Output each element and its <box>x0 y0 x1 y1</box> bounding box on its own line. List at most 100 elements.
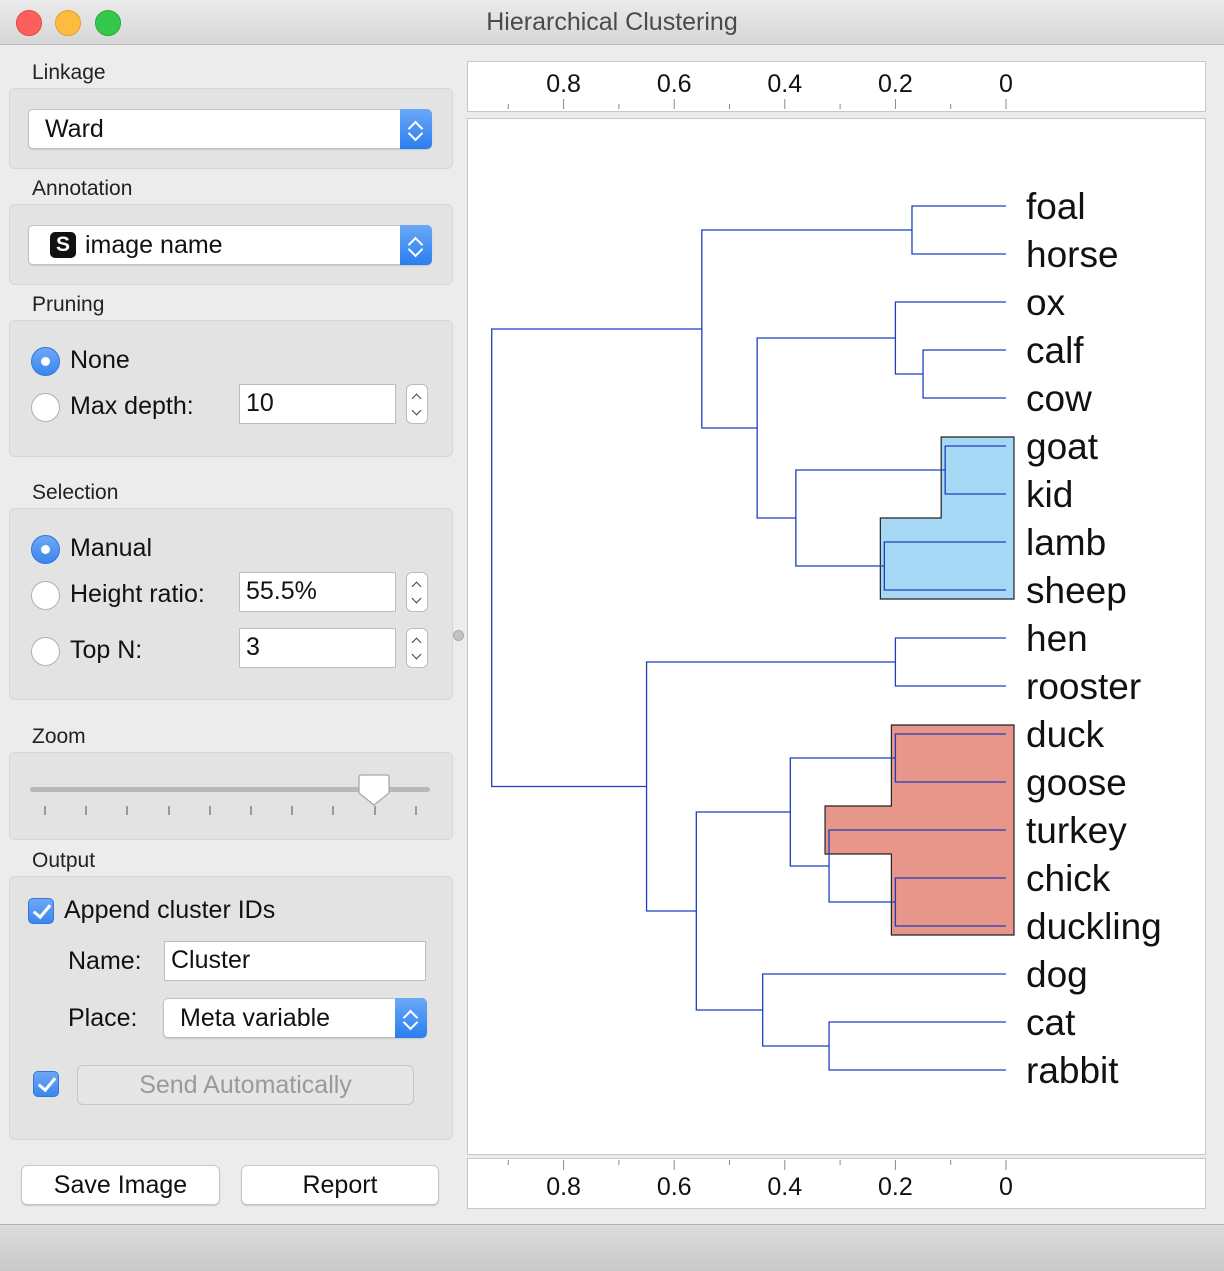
annotation-combo[interactable]: S image name <box>28 225 432 265</box>
leaf-label-turkey[interactable]: turkey <box>1026 810 1127 851</box>
chevron-up-down-icon <box>400 109 432 149</box>
axis-tick-label: 0.4 <box>767 1173 802 1201</box>
auto-send-checkbox[interactable] <box>33 1071 59 1097</box>
leaf-label-hen[interactable]: hen <box>1026 618 1088 659</box>
dendrogram-link[interactable] <box>894 637 1006 687</box>
zoom-slider-tick <box>373 806 376 815</box>
pruning-max-depth-label: Max depth: <box>70 392 194 420</box>
leaf-label-chick[interactable]: chick <box>1026 858 1111 899</box>
title-bar: Hierarchical Clustering <box>0 0 1224 45</box>
dendrogram-link[interactable] <box>911 205 1006 255</box>
leaf-label-rabbit[interactable]: rabbit <box>1026 1050 1119 1091</box>
pruning-label: Pruning <box>32 293 105 316</box>
zoom-slider-tick <box>208 806 211 815</box>
splitter-handle[interactable] <box>453 630 464 641</box>
selection-top-n-label: Top N: <box>70 636 143 664</box>
dendrogram-link[interactable] <box>756 337 896 519</box>
zoom-slider-tick <box>250 806 252 815</box>
dendrogram-link[interactable] <box>894 733 1006 783</box>
axis-tick-label: 0.8 <box>546 70 581 98</box>
leaf-label-duckling[interactable]: duckling <box>1026 906 1162 947</box>
pruning-none-radio[interactable] <box>31 347 60 376</box>
leaf-label-dog[interactable]: dog <box>1026 954 1088 995</box>
annotation-box: S image name <box>9 204 453 285</box>
selection-height-ratio-radio[interactable] <box>31 581 60 610</box>
place-value: Meta variable <box>180 1004 331 1032</box>
selection-label: Selection <box>32 481 119 504</box>
place-label: Place: <box>68 1004 138 1032</box>
height-ratio-stepper[interactable] <box>406 572 428 612</box>
zoom-slider-track[interactable] <box>30 787 430 792</box>
chevron-up-down-icon <box>400 225 432 265</box>
axis-tick-label: 0.8 <box>546 1173 581 1201</box>
leaf-label-rooster[interactable]: rooster <box>1026 666 1141 707</box>
top-n-input[interactable]: 3 <box>239 628 396 668</box>
bottom-axis-panel: 0.8 0.6 0.4 0.2 0 <box>467 1158 1206 1209</box>
leaf-label-ox[interactable]: ox <box>1026 282 1066 323</box>
height-ratio-input[interactable]: 55.5% <box>239 572 396 612</box>
leaf-label-calf[interactable]: calf <box>1026 330 1084 371</box>
bottom-axis: 0.8 0.6 0.4 0.2 0 <box>507 1160 1013 1201</box>
dendrogram-link[interactable] <box>883 541 1006 591</box>
dendrogram-link[interactable] <box>762 973 1006 1047</box>
axis-tick-label: 0.2 <box>878 1173 913 1201</box>
selected-cluster-region[interactable] <box>879 436 1015 600</box>
leaf-label-goose[interactable]: goose <box>1026 762 1127 803</box>
zoom-slider-tick <box>291 806 294 815</box>
pruning-max-depth-radio[interactable] <box>31 393 60 422</box>
zoom-slider-thumb[interactable] <box>358 773 390 807</box>
leaf-label-foal[interactable]: foal <box>1026 186 1086 227</box>
dendrogram-link[interactable] <box>701 229 912 429</box>
annotation-value: image name <box>85 231 223 259</box>
chevron-up-down-icon <box>395 998 427 1038</box>
axis-tick-label: 0.6 <box>657 70 692 98</box>
zoom-label: Zoom <box>32 725 86 748</box>
zoom-slider-tick <box>332 806 335 815</box>
selection-top-n-radio[interactable] <box>31 637 60 666</box>
window-title: Hierarchical Clustering <box>486 8 738 36</box>
leaf-label-duck[interactable]: duck <box>1026 714 1105 755</box>
axis-tick-label: 0.6 <box>657 1173 692 1201</box>
output-label: Output <box>32 849 96 872</box>
leaf-label-cow[interactable]: cow <box>1026 378 1092 419</box>
dendrogram-link[interactable] <box>828 1021 1006 1071</box>
selection-manual-radio[interactable] <box>31 535 60 564</box>
report-button[interactable]: Report <box>241 1165 439 1205</box>
selection-manual-label: Manual <box>70 534 152 562</box>
send-automatically-button[interactable]: Send Automatically <box>77 1065 414 1105</box>
linkage-box: Ward <box>9 88 453 169</box>
zoom-window-button[interactable] <box>95 10 121 36</box>
leaf-label-lamb[interactable]: lamb <box>1026 522 1106 563</box>
append-cluster-ids-checkbox[interactable] <box>28 898 54 924</box>
top-axis-panel: 0.8 0.6 0.4 0.2 0 <box>467 61 1206 112</box>
dendrogram-link[interactable] <box>922 349 1006 399</box>
axis-tick-label: 0.4 <box>767 70 802 98</box>
leaf-label-kid[interactable]: kid <box>1026 474 1073 515</box>
status-bar <box>0 1224 1224 1271</box>
dendrogram-link[interactable] <box>894 877 1006 927</box>
leaf-label-sheep[interactable]: sheep <box>1026 570 1127 611</box>
dendrogram-link[interactable] <box>789 757 896 867</box>
dendrogram-link[interactable] <box>894 301 1006 375</box>
save-image-button[interactable]: Save Image <box>21 1165 220 1205</box>
leaf-label-goat[interactable]: goat <box>1026 426 1099 467</box>
dendrogram[interactable]: foal horse ox calf cow goat kid lamb sheep hen roo… <box>468 119 1205 1154</box>
minimize-window-button[interactable] <box>55 10 81 36</box>
dendrogram-panel[interactable]: foal horse ox calf cow goat kid lamb sheep hen roo… <box>467 118 1206 1155</box>
cluster-name-input[interactable]: Cluster <box>164 941 426 981</box>
place-combo[interactable]: Meta variable <box>163 998 427 1038</box>
leaf-label-cat[interactable]: cat <box>1026 1002 1076 1043</box>
annotation-label: Annotation <box>32 177 133 200</box>
max-depth-input[interactable]: 10 <box>239 384 396 424</box>
zoom-slider-tick <box>167 806 170 815</box>
dendrogram-link[interactable] <box>491 328 702 788</box>
leaf-label-horse[interactable]: horse <box>1026 234 1119 275</box>
close-window-button[interactable] <box>16 10 42 36</box>
dendrogram-link[interactable] <box>645 661 896 912</box>
linkage-combo[interactable]: Ward <box>28 109 432 149</box>
string-type-icon: S <box>50 232 76 258</box>
dendrogram-link[interactable] <box>695 811 791 1011</box>
zoom-slider-tick <box>414 806 417 815</box>
top-n-stepper[interactable] <box>406 628 428 668</box>
max-depth-stepper[interactable] <box>406 384 428 424</box>
